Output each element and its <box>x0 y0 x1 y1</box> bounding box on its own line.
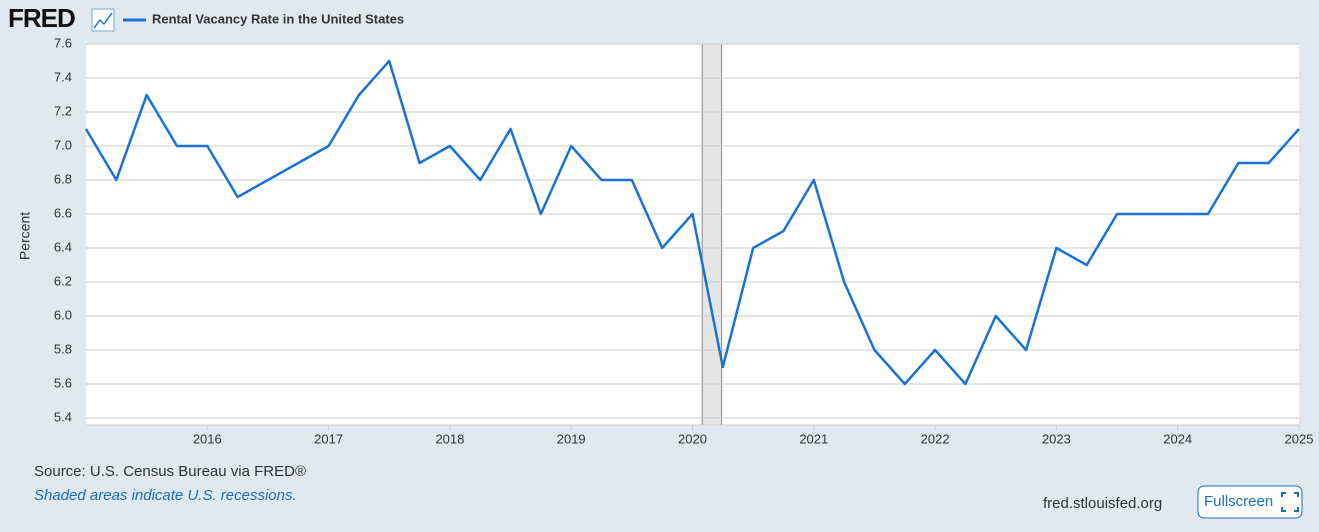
x-tick-label: 2021 <box>799 431 828 446</box>
recession-band <box>701 43 723 426</box>
legend-label: Rental Vacancy Rate in the United States <box>152 11 404 26</box>
y-axis-label: Percent <box>17 212 33 260</box>
source: Source: U.S. Census Bureau via FRED® <box>34 463 306 480</box>
y-tick-label: 6.4 <box>54 239 72 254</box>
x-tick-label: 2017 <box>314 431 343 446</box>
data-line <box>84 59 1300 386</box>
x-tick-label: 2024 <box>1163 431 1192 446</box>
x-tick-label: 2023 <box>1042 431 1071 446</box>
y-tick-label: 7.6 <box>54 35 72 50</box>
x-tick-label: 2020 <box>678 431 707 446</box>
y-tick-label: 6.2 <box>54 273 72 288</box>
y-tick-label: 7.0 <box>54 137 72 152</box>
y-tick-label: 5.6 <box>54 375 72 390</box>
x-tick-label: 2018 <box>435 431 464 446</box>
y-tick-label: 7.2 <box>54 103 72 118</box>
y-tick-label: 5.4 <box>54 409 72 424</box>
site-link: fred.stlouisfed.org <box>1043 495 1162 512</box>
logo: FRED <box>8 3 75 33</box>
recession-note: Shaded areas indicate U.S. recessions. <box>34 487 297 504</box>
x-tick-label: 2019 <box>557 431 586 446</box>
y-tick-label: 6.0 <box>54 307 72 322</box>
logo-icon-line <box>93 12 113 29</box>
y-tick-label: 6.6 <box>54 205 72 220</box>
logo-icon <box>91 8 115 32</box>
x-tick-label: 2022 <box>921 431 950 446</box>
fullscreen-icon[interactable] <box>1281 492 1299 512</box>
x-tick-label: 2016 <box>193 431 222 446</box>
x-tick-label: 2025 <box>1285 431 1314 446</box>
fullscreen-label[interactable]: Fullscreen <box>1204 493 1273 510</box>
plot-area <box>86 44 1299 425</box>
fullscreen-button[interactable] <box>1197 485 1303 519</box>
y-tick-label: 6.8 <box>54 171 72 186</box>
y-tick-label: 5.8 <box>54 341 72 356</box>
y-tick-label: 7.4 <box>54 69 72 84</box>
